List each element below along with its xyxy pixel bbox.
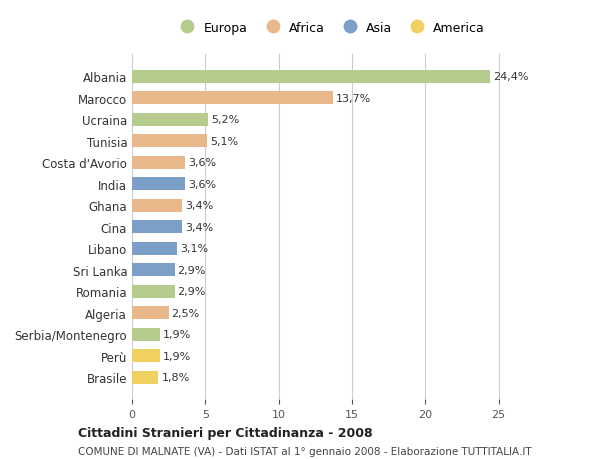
Text: 13,7%: 13,7% [336, 94, 371, 104]
Bar [132, 328, 160, 341]
Bar [132, 71, 490, 84]
Text: 1,9%: 1,9% [163, 330, 191, 339]
Text: COMUNE DI MALNATE (VA) - Dati ISTAT al 1° gennaio 2008 - Elaborazione TUTTITALIA: COMUNE DI MALNATE (VA) - Dati ISTAT al 1… [78, 447, 532, 456]
Bar [132, 349, 160, 362]
Text: 2,5%: 2,5% [172, 308, 200, 318]
Text: 1,9%: 1,9% [163, 351, 191, 361]
Bar [132, 221, 182, 234]
Bar [132, 285, 175, 298]
Text: 2,9%: 2,9% [178, 265, 206, 275]
Text: 5,2%: 5,2% [211, 115, 239, 125]
Bar [132, 199, 182, 212]
Text: 1,8%: 1,8% [161, 372, 190, 382]
Bar [132, 307, 169, 319]
Text: 3,1%: 3,1% [181, 244, 209, 254]
Bar [132, 371, 158, 384]
Bar [132, 113, 208, 127]
Text: 5,1%: 5,1% [210, 136, 238, 146]
Text: 3,4%: 3,4% [185, 201, 213, 211]
Bar [132, 263, 175, 276]
Text: 24,4%: 24,4% [493, 72, 528, 82]
Text: 2,9%: 2,9% [178, 286, 206, 297]
Bar [132, 178, 185, 191]
Text: Cittadini Stranieri per Cittadinanza - 2008: Cittadini Stranieri per Cittadinanza - 2… [78, 426, 373, 439]
Text: 3,6%: 3,6% [188, 158, 216, 168]
Legend: Europa, Africa, Asia, America: Europa, Africa, Asia, America [170, 17, 490, 39]
Text: 3,4%: 3,4% [185, 222, 213, 232]
Bar [132, 92, 333, 105]
Bar [132, 135, 207, 148]
Text: 3,6%: 3,6% [188, 179, 216, 189]
Bar [132, 242, 178, 255]
Bar [132, 157, 185, 169]
